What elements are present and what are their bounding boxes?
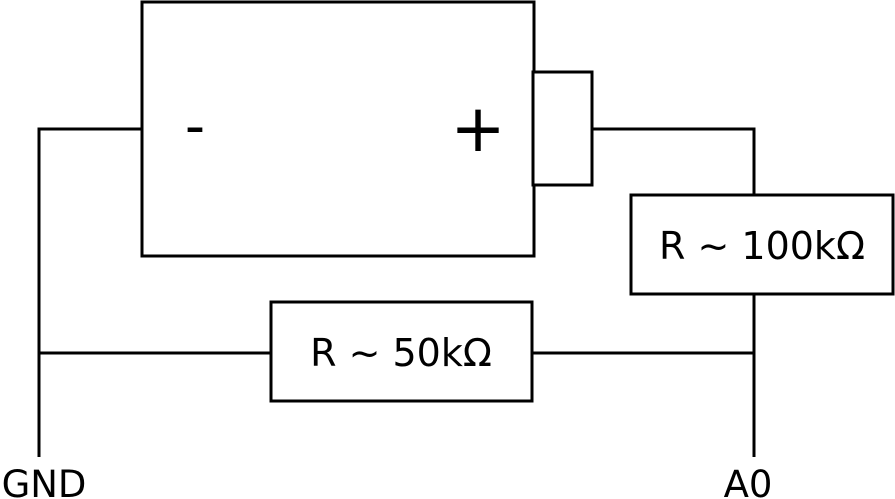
ground-wire [37,127,142,457]
lower-resistor-label: R ~ 50kΩ [310,331,492,375]
upper-resistor [629,193,895,296]
upper-resistor-label: R ~ 100kΩ [659,224,865,268]
battery-positive-terminal [531,70,594,187]
positive-wire [592,127,756,195]
lower-resistor [269,300,534,403]
battery-negative-symbol: - [185,94,205,159]
a0-label: A0 [724,463,773,499]
gnd-label: GND [2,463,87,499]
battery-positive-symbol: + [450,90,505,167]
